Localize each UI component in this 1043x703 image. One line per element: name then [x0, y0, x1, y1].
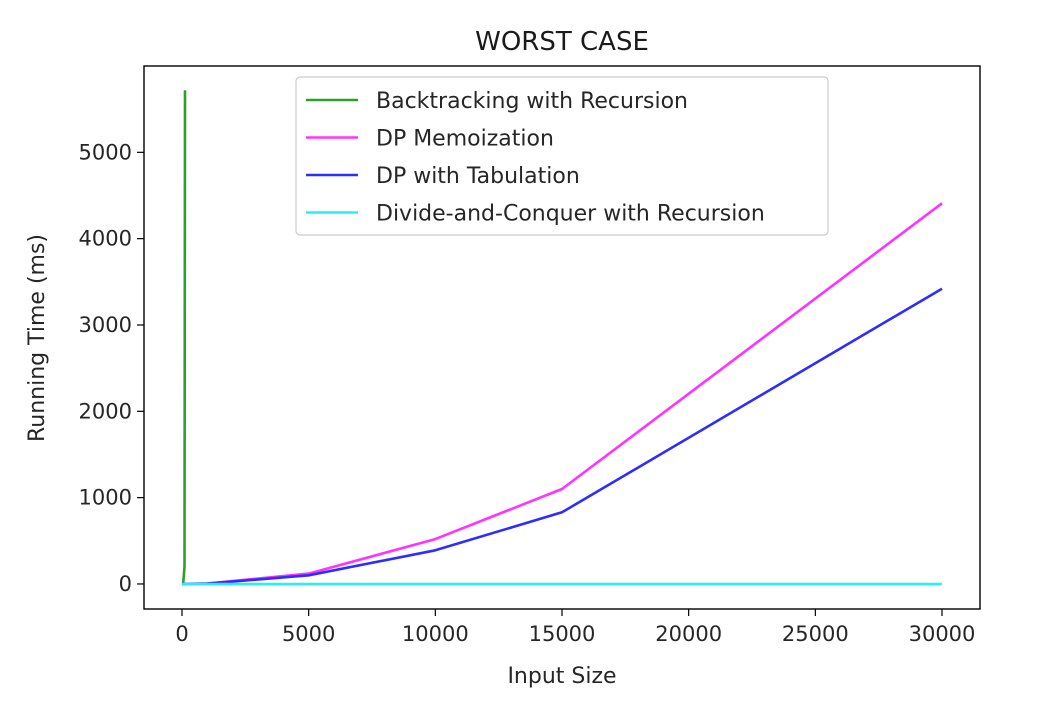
x-axis: 0 5000 10000 15000 20000 25000 30000 — [175, 609, 975, 646]
x-tick-label: 15000 — [529, 622, 596, 646]
legend-label: Backtracking with Recursion — [376, 89, 688, 114]
x-tick-label: 25000 — [782, 622, 849, 646]
y-tick-label: 4000 — [79, 227, 132, 251]
x-tick-label: 10000 — [402, 622, 469, 646]
legend-label: DP Memoization — [376, 127, 554, 152]
series-line-3 — [181, 287, 943, 586]
series-line-1 — [181, 90, 187, 586]
x-axis-label: Input Size — [507, 664, 616, 689]
chart-title: WORST CASE — [475, 27, 649, 57]
plot-lines — [181, 90, 943, 586]
legend: Backtracking with Recursion DP Memoizatio… — [295, 76, 829, 236]
legend-label: Divide-and-Conquer with Recursion — [376, 202, 765, 227]
y-axis-label: Running Time (ms) — [25, 234, 50, 442]
y-axis: 0 1000 2000 3000 4000 5000 — [79, 140, 144, 596]
y-tick-label: 2000 — [79, 399, 132, 423]
x-tick-label: 20000 — [655, 622, 722, 646]
legend-label: DP with Tabulation — [376, 164, 580, 189]
series-line-2 — [181, 202, 943, 586]
legend-box — [295, 76, 829, 236]
x-tick-label: 30000 — [909, 622, 976, 646]
y-tick-label: 1000 — [79, 486, 132, 510]
x-tick-label: 5000 — [282, 622, 335, 646]
x-tick-label: 0 — [175, 622, 188, 646]
y-tick-label: 3000 — [79, 313, 132, 337]
y-tick-label: 5000 — [79, 140, 132, 164]
y-tick-label: 0 — [119, 572, 132, 596]
